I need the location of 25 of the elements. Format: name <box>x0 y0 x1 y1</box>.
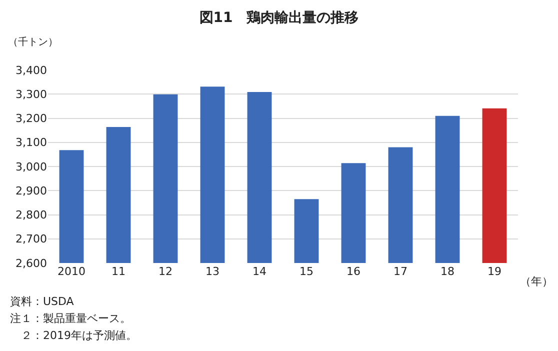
y-tick-label: 3,200 <box>16 112 47 126</box>
text: ２：2019年は予測値。 <box>10 329 137 342</box>
text: 資料：USDA <box>10 295 74 308</box>
y-tick-label: 2,800 <box>16 208 47 222</box>
y-tick-label: 3,100 <box>16 136 47 150</box>
x-tick-label: 13 <box>206 265 220 278</box>
y-tick-label: 2,900 <box>16 184 47 198</box>
y-axis-title: （千トン） <box>8 36 58 48</box>
x-tick-label: 17 <box>394 265 408 278</box>
y-tick-label: 3,400 <box>16 64 47 77</box>
x-axis-title: （年） <box>520 275 553 288</box>
x-tick-label: 16 <box>346 265 360 278</box>
x-tick-label: 18 <box>440 265 454 278</box>
y-tick-label: 3,300 <box>16 88 47 101</box>
x-tick-label: 19 <box>488 265 502 278</box>
y-tick-label: 3,000 <box>16 160 47 174</box>
y-tick-label: 2,600 <box>16 256 47 270</box>
x-tick-label: 11 <box>112 265 126 278</box>
y-tick-label: 2,700 <box>16 232 47 246</box>
x-tick-label: 14 <box>252 265 266 278</box>
x-tick-label: 2010 <box>58 265 86 278</box>
chart-title: 図11 鶏肉輸出量の推移 <box>199 10 359 26</box>
x-tick-label: 15 <box>300 265 314 278</box>
x-tick-label: 12 <box>158 265 172 278</box>
text: 注１：製品重量ベース。 <box>10 312 131 325</box>
